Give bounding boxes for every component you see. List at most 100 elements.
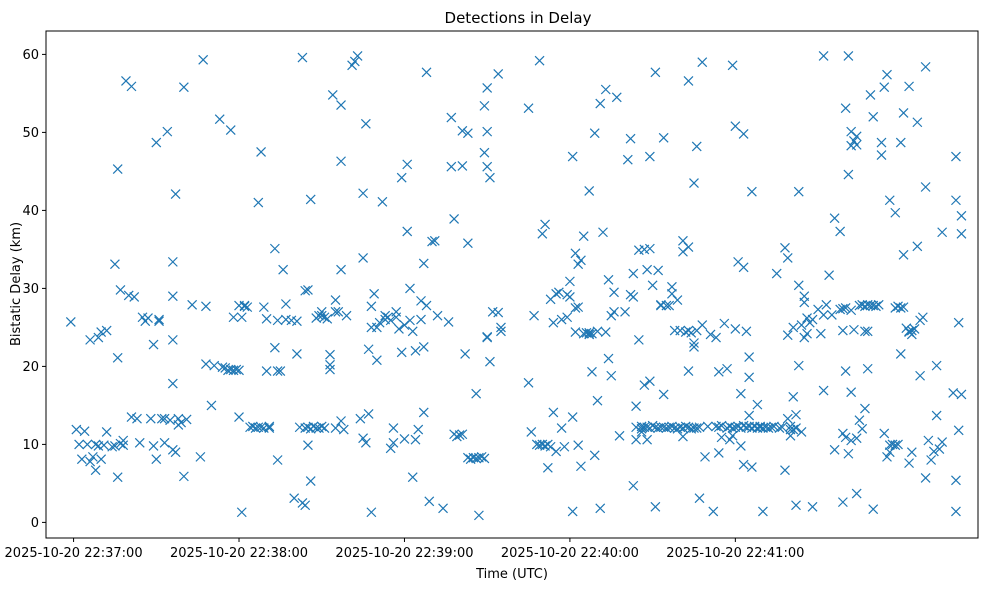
data-point	[407, 472, 418, 483]
data-point	[181, 414, 192, 425]
data-point	[578, 231, 589, 242]
data-point	[780, 242, 790, 253]
data-point	[493, 307, 504, 318]
data-point	[868, 111, 879, 122]
data-point	[451, 431, 462, 442]
data-point	[711, 332, 721, 343]
data-point	[143, 313, 153, 323]
data-point	[542, 462, 553, 473]
data-point	[691, 141, 702, 152]
data-point	[269, 243, 280, 254]
data-point	[752, 399, 763, 410]
data-point	[167, 291, 178, 302]
data-point	[667, 281, 677, 292]
data-point	[796, 320, 807, 330]
data-point	[90, 439, 101, 450]
data-point	[683, 242, 694, 252]
data-point	[793, 186, 804, 197]
data-point	[595, 503, 606, 514]
data-point	[650, 67, 661, 78]
data-point	[424, 496, 435, 507]
data-point	[570, 327, 581, 338]
data-point	[826, 309, 837, 320]
data-point	[716, 420, 727, 431]
data-point	[336, 156, 346, 167]
data-point	[253, 197, 264, 208]
data-point	[96, 327, 107, 338]
data-point	[291, 316, 302, 327]
data-point	[882, 69, 892, 80]
data-point	[559, 441, 570, 452]
data-point	[702, 421, 713, 432]
data-point	[473, 510, 484, 521]
data-point	[333, 306, 344, 317]
y-tick-label: 50	[22, 126, 39, 141]
data-point	[272, 455, 283, 465]
data-point	[115, 285, 126, 295]
data-point	[951, 151, 961, 162]
data-point	[904, 458, 914, 469]
data-point	[846, 387, 857, 398]
data-point	[399, 434, 410, 444]
data-point	[727, 423, 738, 433]
data-point	[289, 493, 300, 504]
data-point	[457, 161, 468, 171]
data-point	[366, 301, 377, 312]
x-axis: 2025-10-20 22:37:00 2025-10-20 22:38:00 20…	[5, 538, 804, 561]
data-point	[631, 434, 642, 445]
y-tick-label: 10	[22, 438, 39, 453]
data-point	[948, 387, 959, 398]
data-point	[201, 301, 211, 312]
data-point	[884, 195, 895, 206]
data-point	[587, 366, 597, 377]
data-point	[534, 55, 545, 66]
data-point	[462, 128, 473, 139]
y-tick-label: 40	[22, 204, 39, 219]
data-point	[148, 441, 159, 451]
data-point	[82, 439, 93, 450]
data-point	[206, 400, 217, 411]
data-point	[112, 352, 123, 363]
data-point	[722, 363, 733, 374]
data-point	[746, 186, 757, 197]
data-point	[628, 268, 639, 279]
data-point	[644, 376, 655, 387]
data-point	[915, 370, 926, 381]
data-point	[917, 312, 928, 323]
data-point	[201, 359, 211, 369]
data-point	[576, 461, 586, 472]
data-point	[898, 302, 909, 313]
data-point	[658, 389, 669, 400]
data-point	[644, 243, 655, 254]
data-point	[303, 285, 313, 295]
data-point	[98, 440, 109, 451]
data-point	[485, 172, 495, 183]
data-point	[587, 328, 597, 339]
data-point	[837, 325, 848, 336]
data-point	[757, 506, 768, 517]
data-point	[782, 330, 793, 341]
data-point	[405, 315, 415, 326]
data-point	[603, 274, 614, 285]
data-point	[769, 421, 779, 432]
data-point	[598, 227, 608, 238]
data-point	[609, 306, 619, 317]
data-point	[85, 456, 96, 467]
data-point	[620, 306, 630, 317]
data-point	[708, 506, 719, 517]
data-point	[272, 315, 283, 326]
data-point	[418, 341, 429, 352]
data-point	[305, 194, 316, 205]
data-point	[840, 432, 851, 443]
data-point	[694, 493, 705, 504]
data-point	[920, 182, 931, 192]
data-point	[319, 312, 330, 323]
data-point	[358, 253, 369, 263]
data-point	[920, 61, 931, 72]
data-point	[735, 388, 746, 399]
data-point	[642, 264, 653, 275]
data-point	[167, 256, 178, 267]
data-point	[300, 500, 311, 511]
data-point	[151, 454, 162, 465]
